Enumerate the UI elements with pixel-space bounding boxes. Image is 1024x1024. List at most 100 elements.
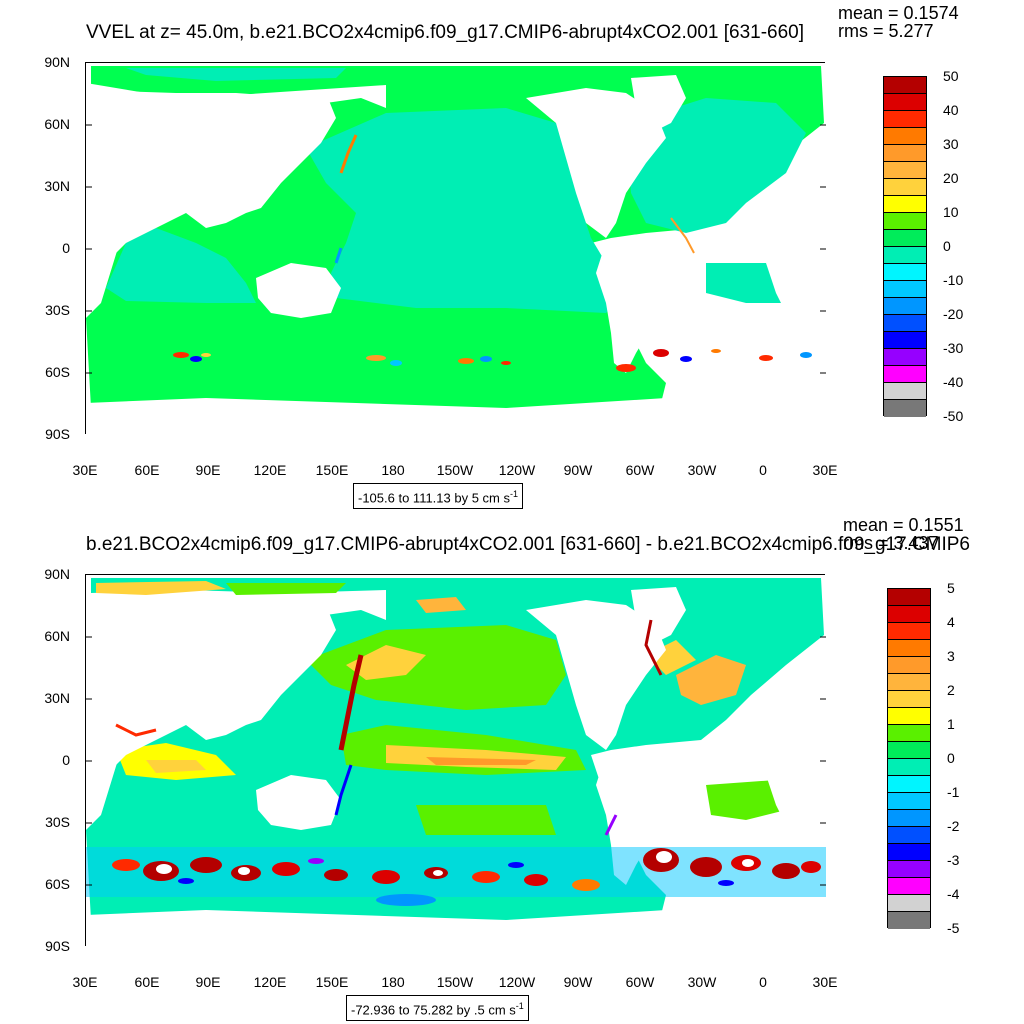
panel-title: b.e21.BCO2x4cmip6.f09_g17.CMIP6-abrupt4x… <box>86 535 971 555</box>
lon-label: 150E <box>315 462 349 478</box>
map-plot-area <box>85 62 826 435</box>
north-america <box>526 600 666 750</box>
africa <box>746 705 826 835</box>
unit-exponent: -1 <box>510 489 519 499</box>
colorbar-swatch <box>888 912 930 929</box>
colorbar-swatch <box>884 179 926 196</box>
colorbar-swatch <box>884 247 926 264</box>
colorbar-swatch <box>884 264 926 281</box>
colorbar-label: 20 <box>943 170 959 186</box>
lat-label: 30N <box>44 178 70 194</box>
colorbar-label: 5 <box>947 580 955 596</box>
colorbar-swatch <box>888 810 930 827</box>
colorbar-swatch <box>884 162 926 179</box>
colorbar-swatch <box>884 196 926 213</box>
map-canvas-top <box>86 63 826 435</box>
pacific-ocean <box>306 108 626 313</box>
colorbar-swatch <box>888 759 930 776</box>
atlantic-north <box>626 98 806 233</box>
colorbar-label: -4 <box>947 886 960 902</box>
colorbar-label: -5 <box>947 920 960 936</box>
colorbar-swatch <box>884 77 926 94</box>
lat-label: 60S <box>45 876 70 892</box>
greenland <box>631 75 686 133</box>
colorbar-swatch <box>888 742 930 759</box>
lat-label: 90S <box>45 426 70 442</box>
lat-label: 60N <box>44 628 70 644</box>
colorbar-swatch <box>884 349 926 366</box>
panel-title: VVEL at z= 45.0m, b.e21.BCO2x4cmip6.f09_… <box>86 22 805 43</box>
colorbar-label: -3 <box>947 852 960 868</box>
map-canvas-bottom <box>86 575 826 947</box>
unit-exponent: -1 <box>515 1001 524 1011</box>
colorbar-swatch <box>884 111 926 128</box>
lon-label: 60W <box>625 462 655 478</box>
colorbar-swatch <box>884 281 926 298</box>
colorbar-swatch <box>884 145 926 162</box>
lon-label: 60W <box>625 974 655 990</box>
colorbar-swatch <box>888 589 930 606</box>
colorbar-label: 0 <box>943 238 951 254</box>
colorbar-label: 0 <box>947 750 955 766</box>
lat-label: 90N <box>44 54 70 70</box>
colorbar-swatch <box>888 606 930 623</box>
colorbar-swatch <box>884 128 926 145</box>
colorbar-label: 30 <box>943 136 959 152</box>
colorbar-swatch <box>884 298 926 315</box>
lat-label: 0 <box>62 240 70 256</box>
lon-label: 120E <box>253 974 287 990</box>
colorbar-label: -20 <box>943 306 964 322</box>
colorbar-swatch <box>888 776 930 793</box>
colorbar-swatch <box>888 793 930 810</box>
rms-value: rms = 3.437 <box>843 533 939 553</box>
lon-label: 30W <box>687 462 717 478</box>
lon-label: 150E <box>315 974 349 990</box>
map-plot-area <box>85 574 826 947</box>
lon-label: 30E <box>812 462 838 478</box>
colorbar-swatch <box>884 315 926 332</box>
lat-label: 90N <box>44 566 70 582</box>
lat-label: 30S <box>45 302 70 318</box>
colorbar-label: 40 <box>943 102 959 118</box>
lon-label: 120W <box>498 974 536 990</box>
lon-label: 120W <box>498 462 536 478</box>
lon-label: 60E <box>134 974 160 990</box>
colorbar-label: -10 <box>943 272 964 288</box>
colorbar-label: -40 <box>943 374 964 390</box>
range-text: -72.936 to 75.282 by .5 cm s <box>351 1002 516 1018</box>
colorbar-label: -50 <box>943 408 964 424</box>
colorbar-swatch <box>884 332 926 349</box>
colorbar-label: 4 <box>947 614 955 630</box>
australia <box>256 263 341 318</box>
lon-label: 30W <box>687 974 717 990</box>
colorbar-label: 50 <box>943 68 959 84</box>
colorbar-label: -1 <box>947 784 960 800</box>
mean-value: mean = 0.1551 <box>843 515 964 535</box>
colorbar <box>883 76 927 417</box>
lon-label: 90E <box>195 462 221 478</box>
lat-label: 30N <box>44 690 70 706</box>
lon-label: 180 <box>381 974 405 990</box>
lon-label: 30E <box>72 974 98 990</box>
south-america <box>596 238 694 373</box>
mean-value: mean = 0.1574 <box>838 3 959 23</box>
lon-label: 0 <box>759 462 767 478</box>
africa <box>746 193 826 323</box>
map-panel-top: VVEL at z= 45.0m, b.e21.BCO2x4cmip6.f09_… <box>44 3 964 510</box>
colorbar-swatch <box>888 895 930 912</box>
lon-label: 60E <box>134 462 160 478</box>
range-text: -105.6 to 111.13 by 5 cm s <box>358 490 510 506</box>
lon-label: 150W <box>436 462 474 478</box>
map-panel-bottom: b.e21.BCO2x4cmip6.f09_g17.CMIP6-abrupt4x… <box>0 512 1024 1024</box>
lon-label: 0 <box>759 974 767 990</box>
atlantic-gyre <box>676 655 746 705</box>
stats-block: mean = 0.1551 rms = 3.437 <box>843 516 964 552</box>
eurasia <box>86 83 336 273</box>
contour-range-box: -105.6 to 111.13 by 5 cm s-1 <box>353 483 524 510</box>
southern-ocean-anomalies <box>86 847 826 906</box>
colorbar-swatch <box>888 861 930 878</box>
colorbar-swatch <box>888 827 930 844</box>
lon-label: 120E <box>253 462 287 478</box>
lat-label: 60N <box>44 116 70 132</box>
colorbar-swatch <box>888 844 930 861</box>
